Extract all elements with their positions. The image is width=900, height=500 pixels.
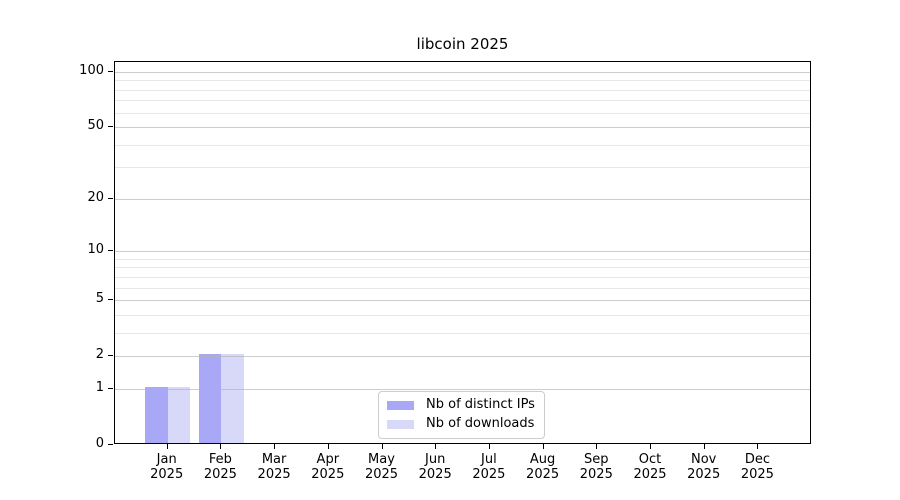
y-tick-label-5: 5 bbox=[95, 291, 104, 307]
y-tick-mark-5 bbox=[108, 299, 113, 301]
x-tick-mark-dec bbox=[757, 444, 759, 449]
x-tick-label-year-apr: 2025 bbox=[311, 467, 345, 482]
x-tick-mark-aug bbox=[542, 444, 544, 449]
x-tick-mark-oct bbox=[650, 444, 651, 449]
x-tick-label-month-feb: Feb bbox=[208, 452, 232, 467]
legend-label-downloads: Nb of downloads bbox=[426, 416, 535, 431]
x-tick-label-month-sep: Sep bbox=[584, 452, 609, 467]
bar-feb-downloads bbox=[221, 354, 244, 443]
x-tick-mark-feb bbox=[220, 444, 222, 449]
y-tick-label-2: 2 bbox=[95, 347, 104, 363]
x-tick-label-month-jun: Jun bbox=[425, 452, 446, 467]
chart-title: libcoin 2025 bbox=[416, 35, 509, 53]
x-tick-mark-mar bbox=[274, 444, 276, 449]
x-tick-mark-may bbox=[381, 444, 383, 449]
x-tick-label-month-aug: Aug bbox=[529, 452, 556, 467]
y-tick-mark-0 bbox=[108, 444, 113, 445]
y-tick-mark-10 bbox=[108, 250, 113, 252]
x-tick-mark-nov bbox=[703, 444, 705, 449]
y-tick-mark-20 bbox=[108, 197, 113, 199]
x-tick-label-year-jun: 2025 bbox=[418, 467, 452, 482]
legend-swatch-distinct-ips bbox=[387, 400, 414, 410]
x-tick-label-year-dec: 2025 bbox=[740, 467, 774, 482]
y-tick-label-0: 0 bbox=[95, 436, 104, 451]
bar-jan-distinct-ips bbox=[145, 386, 168, 443]
bars-layer bbox=[115, 62, 810, 443]
x-tick-label-month-oct: Oct bbox=[638, 452, 662, 467]
x-tick-mark-jan bbox=[166, 444, 168, 449]
x-tick-mark-jun bbox=[435, 444, 437, 449]
x-tick-label-month-apr: Apr bbox=[316, 452, 340, 467]
x-tick-label-month-dec: Dec bbox=[744, 452, 770, 467]
y-tick-label-1: 1 bbox=[95, 379, 104, 395]
y-tick-mark-50 bbox=[108, 126, 113, 127]
x-tick-label-year-aug: 2025 bbox=[526, 467, 560, 482]
x-tick-label-year-feb: 2025 bbox=[203, 467, 237, 482]
x-tick-label-year-oct: 2025 bbox=[633, 467, 667, 482]
legend-item-distinct-ips: Nb of distinct IPs bbox=[387, 397, 535, 413]
y-tick-mark-1 bbox=[108, 387, 113, 389]
x-tick-label-year-sep: 2025 bbox=[579, 467, 613, 482]
bar-feb-distinct-ips bbox=[198, 354, 222, 443]
legend-item-downloads: Nb of downloads bbox=[387, 416, 535, 432]
y-tick-label-50: 50 bbox=[87, 118, 104, 133]
x-tick-label-year-nov: 2025 bbox=[687, 467, 721, 482]
x-tick-mark-jul bbox=[488, 444, 490, 449]
x-tick-label-year-jul: 2025 bbox=[472, 467, 506, 482]
bar-jan-downloads bbox=[167, 386, 191, 443]
legend: Nb of distinct IPs Nb of downloads bbox=[378, 391, 545, 439]
legend-label-distinct-ips: Nb of distinct IPs bbox=[426, 397, 535, 412]
plot-area: Nb of distinct IPs Nb of downloads bbox=[114, 61, 811, 444]
y-tick-label-10: 10 bbox=[87, 242, 104, 258]
x-tick-label-month-jan: Jan bbox=[156, 452, 177, 467]
x-tick-label-year-may: 2025 bbox=[364, 467, 399, 482]
y-tick-label-100: 100 bbox=[79, 62, 104, 78]
legend-swatch-downloads bbox=[387, 419, 414, 429]
x-tick-label-year-mar: 2025 bbox=[257, 467, 291, 482]
x-tick-label-month-nov: Nov bbox=[691, 452, 717, 467]
y-tick-label-20: 20 bbox=[87, 189, 104, 205]
y-tick-mark-100 bbox=[108, 70, 113, 72]
x-tick-label-month-jul: Jul bbox=[481, 452, 497, 467]
x-tick-label-month-may: May bbox=[368, 452, 395, 467]
x-tick-label-month-mar: Mar bbox=[261, 452, 287, 467]
y-tick-mark-2 bbox=[108, 355, 113, 357]
x-tick-label-year-jan: 2025 bbox=[150, 467, 184, 482]
x-tick-mark-apr bbox=[327, 444, 329, 449]
x-tick-mark-sep bbox=[596, 444, 598, 449]
